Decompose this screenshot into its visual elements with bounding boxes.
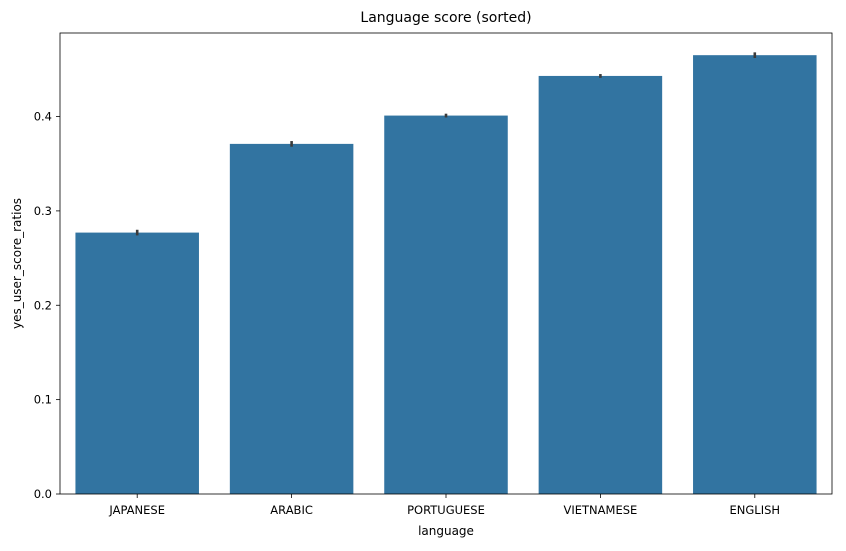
y-tick-label-1: 0.1 — [34, 393, 52, 407]
chart-title: Language score (sorted) — [360, 10, 531, 26]
x-axis-label: language — [418, 524, 474, 538]
x-tick-label-vietnamese: VIETNAMESE — [564, 503, 638, 517]
error-bars-layer — [135, 52, 757, 236]
y-axis-label: yes_user_score_ratios — [10, 198, 24, 329]
y-tick-label-4: 0.4 — [34, 110, 52, 124]
y-tick-label-3: 0.3 — [34, 204, 52, 218]
y-tick-label-0: 0.0 — [34, 487, 52, 501]
y-tick-label-2: 0.2 — [34, 298, 52, 312]
x-tick-label-english: ENGLISH — [730, 503, 781, 517]
bar-arabic — [229, 143, 354, 494]
bar-portuguese — [384, 115, 508, 494]
x-tick-label-portuguese: PORTUGUESE — [407, 503, 485, 517]
x-tick-label-japanese: JAPANESE — [108, 503, 165, 517]
bar-english — [693, 55, 817, 495]
x-tick-label-arabic: ARABIC — [270, 503, 313, 517]
y-axis: 0.0 0.1 0.2 0.3 0.4 — [34, 110, 60, 501]
bar-vietnamese — [538, 75, 663, 494]
bar-japanese — [75, 232, 199, 494]
bars-layer — [75, 55, 817, 495]
x-axis: JAPANESE ARABIC PORTUGUESE VIETNAMESE ENGLIS… — [108, 494, 780, 517]
